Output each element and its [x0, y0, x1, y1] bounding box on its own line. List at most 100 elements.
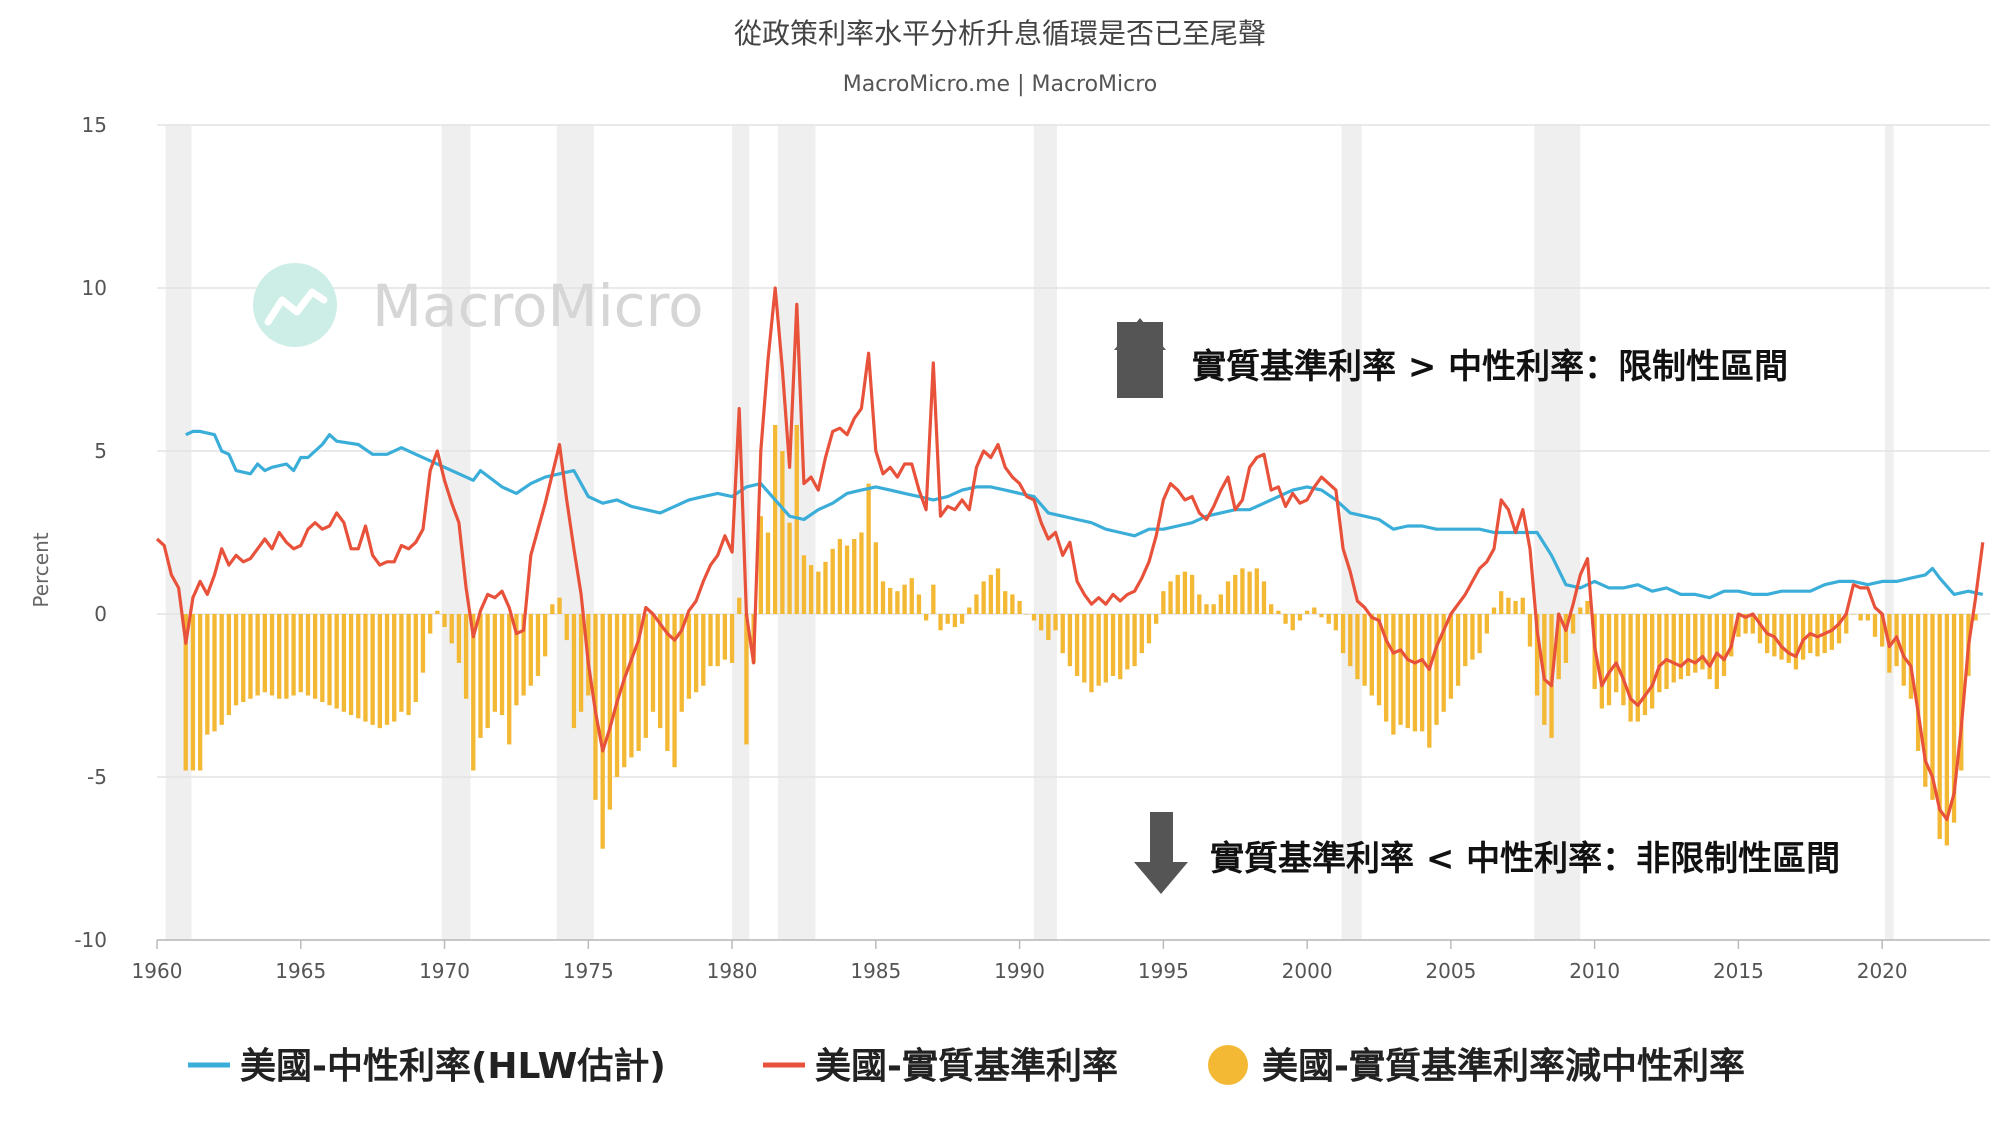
bar-gap: [312, 614, 318, 699]
bar-gap: [427, 614, 433, 634]
bar-gap: [384, 614, 390, 725]
bar-gap: [1074, 614, 1080, 676]
bar-gap: [873, 542, 878, 614]
legend-label-real-rate: 美國-實質基準利率: [815, 1045, 1118, 1087]
bar-gap: [578, 614, 584, 712]
x-tick-label: 1970: [419, 959, 470, 983]
bar-gap: [1362, 614, 1367, 686]
bar-gap: [1614, 614, 1619, 693]
bar-gap: [787, 522, 792, 614]
line-neutral-rate: [185, 429, 1984, 600]
bar-gap: [1175, 574, 1180, 614]
legend-item-neutral-rate[interactable]: 美國-中性利率(HLW估計): [188, 1046, 666, 1087]
bar-gap: [945, 614, 950, 624]
bar-gap: [1247, 571, 1252, 614]
bar-gap: [823, 561, 828, 614]
bar-gap: [1513, 600, 1518, 614]
bar-gap: [1671, 614, 1676, 683]
bar-gap: [995, 568, 1001, 614]
bar-gap: [1053, 614, 1058, 631]
bar-gap: [298, 614, 303, 693]
bar-gap: [607, 614, 613, 810]
bar-gap: [183, 614, 188, 771]
bar-gap: [959, 614, 965, 624]
bar-gap: [1384, 614, 1389, 722]
recession-band: [441, 125, 471, 940]
bar-gap: [1233, 574, 1238, 614]
bar-gap: [456, 614, 462, 663]
bar-gap: [859, 532, 864, 614]
bar-gap: [392, 614, 397, 722]
bar-gap: [1635, 614, 1640, 722]
watermark-text: MacroMicro: [372, 272, 704, 340]
bar-gap: [435, 610, 440, 614]
bar-gap: [1197, 594, 1202, 614]
bar-gap: [1369, 614, 1374, 696]
bar-gap: [1082, 614, 1087, 683]
x-tick-label: 2000: [1282, 959, 1333, 983]
bar-gap: [255, 614, 260, 696]
bar-gap: [492, 614, 498, 712]
y-tick-label: -5: [87, 765, 107, 789]
bar-gap: [1089, 614, 1094, 693]
recession-band: [1341, 125, 1362, 940]
bar-gap: [557, 597, 562, 614]
bar-gap: [808, 565, 814, 614]
bar-gap: [327, 614, 332, 706]
bar-gap: [1304, 610, 1310, 614]
bar-gap: [1312, 607, 1317, 614]
legend-item-real-rate[interactable]: 美國-實質基準利率: [763, 1045, 1118, 1087]
annotation-upper-text: 實質基準利率 > 中性利率：限制性區間: [1192, 347, 1788, 387]
bar-gap: [478, 614, 483, 738]
bar-gap: [1800, 614, 1806, 660]
bar-gap: [1031, 614, 1037, 621]
legend-label-neutral-rate: 美國-中性利率(HLW估計): [240, 1046, 666, 1087]
grid: [157, 124, 1990, 941]
bar-gap: [1319, 614, 1324, 618]
bar-gap: [370, 614, 375, 725]
bar-gap: [1139, 614, 1144, 654]
x-tick-label: 2020: [1857, 959, 1908, 983]
bar-gap: [485, 614, 490, 729]
bar-series: [183, 424, 1978, 849]
bar-gap: [737, 597, 742, 614]
bar-gap: [816, 571, 821, 614]
bar-gap: [420, 614, 426, 673]
x-tick-label: 2015: [1713, 959, 1764, 983]
bar-gap: [1355, 614, 1360, 680]
bar-gap: [377, 614, 382, 729]
bar-gap: [1707, 614, 1712, 680]
bar-gap: [341, 614, 347, 712]
bar-gap: [291, 614, 296, 696]
bar-gap: [1844, 614, 1849, 634]
bar-gap: [1204, 604, 1209, 614]
x-tick-label: 2005: [1425, 959, 1476, 983]
annotation-lower: 實質基準利率 < 中性利率：非限制性區間: [1134, 812, 1840, 894]
legend-item-rate-gap[interactable]: 美國-實質基準利率減中性利率: [1208, 1045, 1745, 1087]
bar-gap: [320, 614, 325, 703]
bar-gap: [693, 614, 699, 693]
bar-gap: [629, 614, 634, 758]
bar-gap: [1405, 614, 1410, 729]
bar-gap: [543, 614, 548, 657]
legend: 美國-中性利率(HLW估計) 美國-實質基準利率 美國-實質基準利率減中性利率: [188, 1045, 1745, 1087]
arrow-up-icon: [1114, 318, 1166, 350]
bar-gap: [1290, 614, 1295, 631]
bar-gap: [1240, 568, 1245, 614]
bar-gap: [190, 614, 196, 771]
bar-gap: [521, 614, 526, 696]
bar-gap: [499, 614, 505, 716]
bar-gap: [1959, 614, 1964, 771]
recession-band: [556, 125, 595, 940]
bar-gap: [399, 614, 404, 712]
bar-gap: [1865, 614, 1870, 621]
bar-gap: [1757, 614, 1763, 644]
annotation-lower-text: 實質基準利率 < 中性利率：非限制性區間: [1210, 839, 1840, 879]
bar-gap: [1010, 594, 1015, 614]
bar-gap: [1506, 597, 1511, 614]
bar-gap: [686, 614, 692, 699]
bar-gap: [1391, 614, 1396, 735]
line-real-rate: [155, 286, 1985, 821]
bar-gap: [1520, 597, 1525, 614]
bar-gap: [1951, 614, 1957, 823]
